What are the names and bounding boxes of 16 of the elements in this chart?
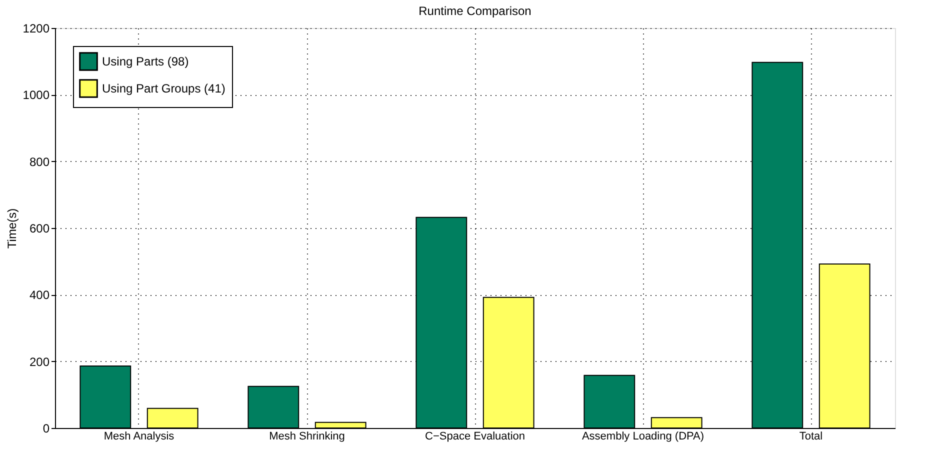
x-tick-label: Assembly Loading (DPA) bbox=[582, 430, 704, 442]
y-tick-label: 0 bbox=[42, 422, 50, 436]
y-tick-label: 600 bbox=[29, 222, 50, 236]
x-tick-label: Mesh Shrinking bbox=[269, 430, 345, 442]
y-axis-title: Time(s) bbox=[4, 208, 19, 249]
y-tick-label: 400 bbox=[29, 288, 50, 302]
x-tick-label: C−Space Evaluation bbox=[425, 430, 525, 442]
y-tick-label: 800 bbox=[29, 154, 50, 169]
y-tick-label: 1000 bbox=[22, 88, 50, 102]
y-tick-label: 1200 bbox=[22, 22, 50, 36]
x-tick-label: Total bbox=[799, 430, 823, 442]
legend-label: Using Parts (98) bbox=[102, 54, 189, 68]
x-tick-label: Mesh Analysis bbox=[104, 430, 175, 442]
y-tick-label: 200 bbox=[29, 354, 50, 369]
legend-label: Using Part Groups (41) bbox=[102, 82, 226, 96]
chart-title: Runtime Comparison bbox=[418, 4, 532, 18]
